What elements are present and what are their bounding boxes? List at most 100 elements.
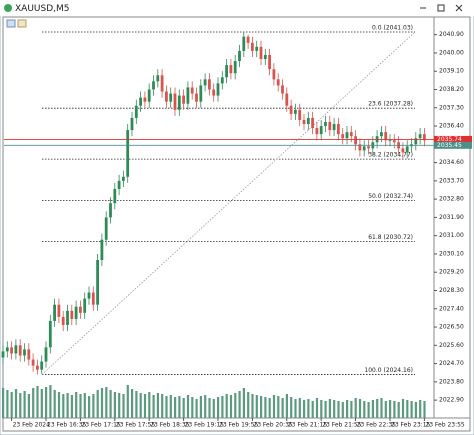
volume-bar: [178, 396, 181, 418]
y-tick-label: 2031.00: [439, 232, 464, 239]
volume-bar: [255, 395, 258, 418]
y-tick-label: 2028.30: [439, 287, 464, 294]
volume-bar: [333, 400, 336, 418]
volume-bar: [410, 401, 413, 418]
volume-bar: [131, 389, 134, 418]
volume-bar: [204, 395, 207, 418]
y-tick-label: 2040.00: [439, 49, 464, 56]
volume-bar: [122, 394, 125, 418]
volume-bar: [406, 400, 409, 418]
volume-bar: [143, 394, 147, 418]
volume-bar: [105, 387, 108, 418]
candle-body: [354, 136, 357, 145]
candle-body: [113, 188, 117, 204]
candle-body: [302, 119, 306, 125]
candle-body: [208, 79, 211, 90]
y-tick-label: 2032.80: [439, 196, 464, 203]
volume-bar: [45, 387, 48, 418]
volume-bar: [96, 390, 99, 418]
candle-body: [242, 36, 246, 51]
volume-bar: [70, 395, 73, 418]
candle-body: [216, 83, 220, 96]
candle-body: [134, 105, 138, 118]
y-tick-label: 2030.10: [439, 250, 464, 257]
candle-body: [276, 79, 280, 86]
candle-body: [44, 347, 48, 362]
toolbar-icon[interactable]: [17, 19, 27, 28]
candle-body: [281, 85, 284, 94]
y-tick-label: 2040.90: [439, 31, 464, 38]
candle-body: [14, 345, 18, 354]
candle-body: [225, 65, 228, 78]
candle-body: [311, 117, 314, 129]
x-tick-label: 23 Feb 21:15: [288, 422, 328, 429]
price-tag: [434, 141, 472, 149]
volume-bar: [6, 390, 9, 418]
x-tick-label: 23 Feb 23:55: [425, 422, 465, 429]
volume-bar: [19, 393, 22, 418]
volume-bar: [341, 402, 344, 418]
candle-body: [289, 105, 293, 114]
y-tick-label: 2039.10: [439, 68, 464, 75]
candle-body: [345, 132, 349, 139]
volume-bar: [337, 401, 340, 418]
volume-bar: [320, 400, 323, 418]
candle-body: [294, 109, 297, 114]
volume-bar: [401, 399, 405, 418]
candle-body: [10, 347, 13, 354]
volume-bar: [268, 398, 271, 418]
volume-bar: [225, 394, 228, 418]
x-tick-label: 23 Feb 19:15: [185, 422, 225, 429]
volume-bar: [251, 394, 254, 418]
volume-bar: [109, 390, 112, 418]
candle-body: [156, 75, 160, 82]
volume-bar: [384, 401, 387, 418]
candle-body: [233, 61, 237, 74]
volume-bar: [83, 393, 86, 418]
candle-body: [418, 134, 422, 139]
volume-bar: [199, 396, 202, 418]
candle-body: [18, 345, 22, 356]
volume-bar: [27, 394, 30, 418]
candle-body: [117, 180, 121, 189]
volume-bar: [118, 393, 121, 418]
volume-bar: [14, 389, 18, 418]
candle-body: [405, 146, 409, 153]
candle-body: [251, 42, 254, 51]
volume-bar: [303, 400, 306, 418]
volume-bar: [221, 396, 224, 418]
candle-body: [100, 239, 104, 261]
close-button[interactable]: [455, 4, 463, 12]
volume-bar: [174, 397, 177, 418]
volume-bar: [148, 392, 151, 418]
volume-bar: [186, 395, 190, 418]
volume-bar: [75, 392, 78, 418]
volume-bar: [393, 401, 396, 418]
volume-bar: [195, 399, 198, 418]
volume-bar: [281, 398, 284, 418]
fib-label: 38.2 (2034.77): [368, 152, 413, 159]
y-tick-label: 2024.70: [439, 360, 464, 367]
volume-bar: [229, 395, 233, 418]
volume-bar: [247, 392, 250, 418]
volume-bar: [397, 402, 400, 418]
volume-bar: [217, 397, 220, 418]
y-tick-label: 2022.90: [439, 397, 464, 404]
fib-trend-line: [41, 31, 416, 375]
volume-bar: [264, 397, 267, 418]
candle-body: [169, 93, 173, 102]
toolbar-icon[interactable]: [6, 19, 16, 28]
volume-bar: [62, 394, 65, 418]
volume-bar: [242, 388, 245, 418]
volume-bar: [161, 394, 164, 418]
volume-bar: [389, 400, 392, 418]
candle-body: [48, 320, 52, 348]
candle-body: [40, 361, 44, 370]
x-tick-label: 23 Feb 18:35: [150, 422, 190, 429]
maximize-button[interactable]: [437, 4, 445, 12]
volume-bar: [414, 402, 417, 418]
price-tag-label: 2035.74: [437, 136, 462, 143]
volume-bar: [40, 389, 43, 418]
volume-bar: [311, 401, 314, 418]
